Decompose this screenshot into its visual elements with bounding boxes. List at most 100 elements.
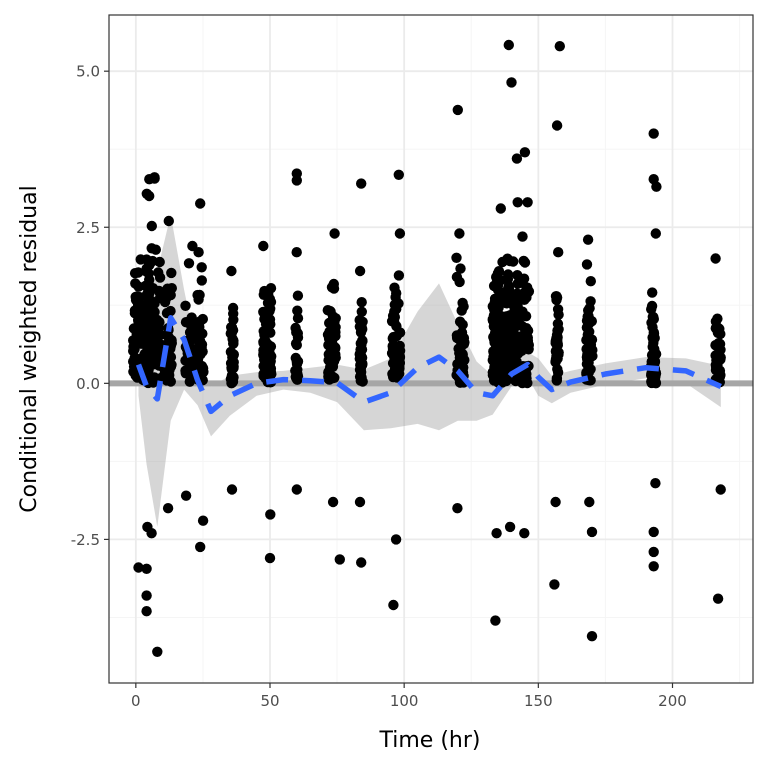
outlier-point <box>490 615 501 626</box>
data-point <box>291 326 302 337</box>
data-point <box>161 293 172 304</box>
smooth-line-path <box>135 315 722 415</box>
data-point <box>196 275 207 286</box>
data-point <box>551 291 562 302</box>
data-point <box>134 291 145 303</box>
data-point <box>133 267 144 278</box>
data-point <box>646 300 658 312</box>
y-axis-title: Conditional weighted residual <box>17 185 42 512</box>
data-point <box>581 259 593 270</box>
data-point <box>356 297 367 308</box>
data-point <box>502 273 514 285</box>
data-point <box>194 321 205 333</box>
x-tick-label: 200 <box>658 692 687 710</box>
data-point <box>290 338 302 349</box>
smooth-trend-line <box>135 315 722 415</box>
data-point <box>226 265 237 277</box>
data-point <box>451 271 463 283</box>
data-point <box>512 197 523 208</box>
data-point <box>193 247 204 258</box>
data-point <box>506 338 517 350</box>
data-point <box>710 253 721 264</box>
data-point <box>292 290 304 301</box>
data-point <box>489 374 500 386</box>
outlier-point <box>334 554 345 565</box>
data-point <box>582 234 594 245</box>
data-point <box>517 231 528 242</box>
data-point <box>650 478 661 489</box>
data-point <box>291 247 302 258</box>
data-point <box>520 324 531 336</box>
data-point <box>551 373 563 384</box>
data-point <box>647 287 658 298</box>
data-point <box>193 335 204 346</box>
data-point <box>264 293 276 305</box>
data-point <box>492 297 504 309</box>
outlier-point <box>519 147 531 158</box>
data-point <box>458 301 469 312</box>
data-point <box>389 349 400 361</box>
data-point <box>507 318 519 329</box>
outlier-point <box>651 181 662 192</box>
data-point <box>195 344 206 355</box>
data-point <box>451 330 463 341</box>
data-point <box>354 265 366 277</box>
data-point <box>454 228 465 239</box>
data-point <box>394 228 406 239</box>
data-point <box>389 316 400 328</box>
x-tick-label: 100 <box>390 692 419 710</box>
data-point <box>453 343 464 354</box>
outlier-point <box>511 153 523 164</box>
data-point <box>553 324 564 335</box>
data-point <box>458 355 470 366</box>
data-point <box>712 313 723 324</box>
data-point <box>226 484 238 495</box>
data-point <box>166 359 177 370</box>
data-point <box>263 361 275 372</box>
outlier-point <box>388 599 399 611</box>
data-point <box>324 374 335 385</box>
data-point <box>584 496 595 508</box>
data-point <box>291 484 302 495</box>
y-tick-label: 5.0 <box>76 63 100 81</box>
data-point <box>587 350 598 362</box>
outlier-point <box>141 590 152 601</box>
data-point <box>521 337 533 348</box>
x-tick-label: 50 <box>260 692 279 710</box>
confidence-band-area <box>138 214 721 527</box>
data-point <box>354 496 366 508</box>
data-point <box>710 323 721 334</box>
x-axis-title: Time (hr) <box>379 728 481 753</box>
data-point <box>387 333 398 344</box>
data-point <box>523 286 535 297</box>
data-point <box>265 349 276 360</box>
data-point <box>330 330 341 342</box>
data-point <box>648 328 660 339</box>
data-point <box>585 296 596 307</box>
outlier-point <box>264 552 276 564</box>
data-point <box>550 335 561 347</box>
data-point <box>258 240 269 252</box>
data-point <box>141 188 152 199</box>
data-point <box>228 362 239 374</box>
data-point <box>495 203 506 214</box>
data-point <box>133 314 144 325</box>
data-point <box>322 305 333 316</box>
data-point <box>521 373 532 384</box>
panel-border <box>108 14 754 684</box>
outlier-point <box>648 128 659 139</box>
data-point <box>504 521 516 533</box>
outlier-point <box>712 593 724 604</box>
data-point <box>265 303 276 314</box>
outlier-point <box>356 557 367 568</box>
data-point <box>582 311 593 322</box>
outlier-point <box>149 173 160 184</box>
data-point <box>150 244 161 255</box>
data-point <box>324 365 335 377</box>
data-point <box>649 375 661 386</box>
data-point <box>508 256 519 267</box>
data-point <box>153 267 164 278</box>
data-point <box>180 365 191 376</box>
data-point <box>144 259 155 271</box>
data-point <box>455 263 466 274</box>
